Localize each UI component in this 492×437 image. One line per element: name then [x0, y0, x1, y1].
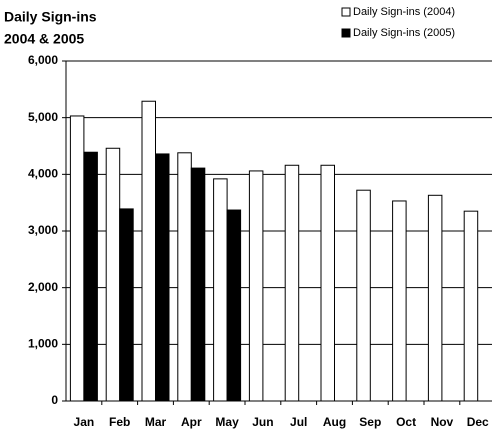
y-tick-label: 6,000 [28, 53, 58, 67]
bar [320, 164, 335, 402]
x-tick-label: May [215, 415, 239, 429]
y-tick-label: 2,000 [28, 280, 58, 294]
bar [284, 164, 300, 402]
bar [213, 178, 228, 402]
bar [141, 100, 156, 402]
y-tick-label: 4,000 [28, 167, 58, 181]
legend-label: Daily Sign-ins (2005) [353, 27, 455, 39]
legend-swatch [341, 7, 351, 17]
bar [190, 167, 206, 402]
legend-label: Daily Sign-ins (2004) [353, 6, 455, 18]
bar [119, 208, 134, 402]
y-tick-label: 5,000 [28, 110, 58, 124]
bar [177, 152, 192, 402]
bar [427, 194, 443, 402]
x-tick-label: Sep [359, 415, 381, 429]
bar [226, 209, 242, 402]
bar [105, 147, 121, 402]
bar [356, 189, 371, 402]
y-tick-label: 0 [51, 393, 58, 407]
x-tick-label: Mar [145, 415, 167, 429]
bar [248, 170, 264, 402]
bar [463, 210, 479, 402]
x-tick-label: Apr [181, 415, 202, 429]
x-tick-label: Oct [396, 415, 416, 429]
x-tick-label: Nov [431, 415, 454, 429]
chart-subtitle: 2004 & 2005 [4, 31, 84, 47]
bar [155, 153, 170, 402]
bar [69, 115, 85, 402]
x-tick-label: Aug [323, 415, 346, 429]
bar [83, 151, 98, 402]
y-tick-label: 1,000 [28, 337, 58, 351]
chart-title: Daily Sign-ins [4, 9, 97, 25]
bar [392, 200, 407, 402]
y-tick-label: 3,000 [28, 223, 58, 237]
x-tick-label: Dec [467, 415, 489, 429]
x-tick-label: Jan [74, 415, 95, 429]
x-tick-label: Jul [290, 415, 307, 429]
x-tick-label: Feb [109, 415, 130, 429]
legend-swatch [341, 28, 351, 38]
x-tick-label: Jun [252, 415, 273, 429]
